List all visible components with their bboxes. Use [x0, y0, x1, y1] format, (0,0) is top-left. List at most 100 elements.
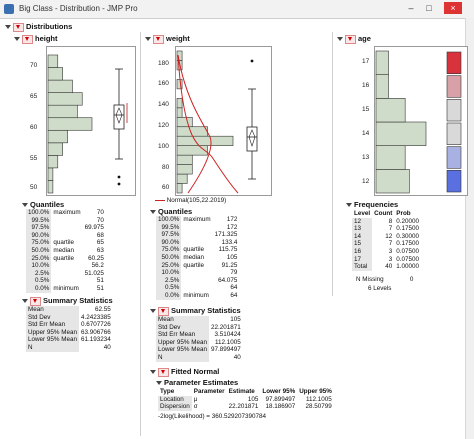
param-header: Parameter	[193, 388, 225, 395]
vertical-scrollbar[interactable]	[465, 18, 474, 439]
weight-summary-header[interactable]: Summary Statistics	[150, 306, 241, 316]
histogram-bar	[176, 164, 193, 175]
close-button[interactable]: ×	[444, 2, 462, 14]
weight-header[interactable]: weight	[145, 34, 190, 44]
red-triangle-menu-icon[interactable]	[158, 306, 169, 316]
histogram-bar	[47, 67, 63, 81]
distributions-header[interactable]: Distributions	[5, 22, 72, 32]
frequencies-title: Frequencies	[354, 200, 399, 209]
table-row: 10.0% 79	[156, 269, 239, 277]
table-row: 50.0% median 105	[156, 253, 239, 262]
red-triangle-menu-icon[interactable]	[345, 34, 356, 44]
table-row: 0.0% minimum 64	[156, 291, 239, 300]
disclosure-icon[interactable]	[22, 203, 28, 208]
age-color-swatch	[446, 146, 462, 169]
summary-stat-value: 61.193234	[81, 336, 111, 344]
histogram-bar	[47, 142, 63, 156]
red-triangle-menu-icon[interactable]	[13, 22, 24, 32]
red-triangle-menu-icon[interactable]	[153, 34, 164, 44]
quantile-percent: 99.5%	[156, 223, 182, 232]
quantile-label	[181, 224, 212, 232]
table-row: Upper 95% Mean 112.1005	[156, 338, 243, 347]
red-triangle-menu-icon[interactable]	[158, 367, 169, 377]
freq-level: 15	[352, 240, 373, 248]
histogram-bar	[47, 129, 68, 144]
summary-stat-value: 3.510424	[214, 331, 241, 339]
param-name: σ	[193, 403, 198, 411]
age-plot[interactable]	[374, 46, 468, 196]
height-tick-65: 65	[30, 93, 38, 100]
histogram-bar	[176, 183, 183, 194]
disclosure-icon[interactable]	[150, 370, 156, 375]
age-header[interactable]: age	[337, 34, 371, 44]
table-row: Std Err Mean 0.6707726	[26, 321, 113, 329]
missing-value: 0	[409, 276, 414, 283]
parameter-estimates-header[interactable]: Parameter Estimates	[156, 378, 238, 387]
quantile-value: 51	[96, 277, 104, 285]
quantile-value: 172	[226, 216, 238, 223]
disclosure-icon[interactable]	[5, 25, 11, 30]
freq-count: 8	[388, 217, 393, 225]
freq-count: 7	[388, 240, 393, 248]
quantile-label	[181, 269, 212, 277]
param-header: Upper 95%	[299, 388, 332, 395]
weight-tick-140: 140	[158, 101, 169, 108]
histogram-bar	[47, 92, 83, 106]
disclosure-icon[interactable]	[156, 381, 162, 386]
histogram-bar	[47, 79, 73, 93]
summary-stat-value: 112.1005	[215, 338, 241, 346]
disclosure-icon[interactable]	[150, 210, 156, 215]
quantile-percent: 99.5%	[26, 216, 52, 225]
disclosure-icon[interactable]	[145, 37, 151, 42]
param-name: μ	[193, 395, 198, 403]
red-triangle-menu-icon[interactable]	[22, 34, 33, 44]
frequencies-header[interactable]: Frequencies	[346, 200, 398, 209]
summary-title: Summary Statistics	[171, 306, 241, 315]
param-lower: 97.899497	[265, 395, 296, 403]
summary-stat-value: 22.201871	[211, 323, 241, 331]
table-row: N 40	[26, 343, 113, 352]
freq-level: 16	[352, 247, 373, 256]
table-row: Mean 105	[156, 316, 243, 324]
quantile-percent: 2.5%	[26, 269, 52, 278]
quantile-percent: 75.0%	[26, 239, 52, 247]
table-row: Std Dev 22.201871	[156, 323, 243, 332]
height-quantiles-table: 100.0% maximum 70 99.5% 70 97.5% 69.975 90.0% 68…	[26, 209, 106, 293]
disclosure-icon[interactable]	[337, 37, 343, 42]
weight-quantiles-header[interactable]: Quantiles	[150, 207, 192, 216]
height-header[interactable]: height	[14, 34, 58, 44]
fitted-normal-header[interactable]: Fitted Normal	[150, 367, 219, 377]
weight-plot[interactable]	[175, 46, 272, 196]
minimize-button[interactable]: –	[408, 3, 414, 13]
summary-stat-label: N	[156, 353, 210, 362]
height-quantiles-header[interactable]: Quantiles	[22, 200, 64, 209]
disclosure-icon[interactable]	[14, 37, 20, 42]
bar-age-13	[375, 145, 406, 170]
quantile-value: 65	[96, 239, 104, 247]
weight-tick-180: 180	[158, 60, 169, 67]
quantile-label	[51, 224, 82, 232]
disclosure-icon[interactable]	[346, 203, 352, 208]
age-color-swatch	[446, 170, 462, 193]
table-row: 90.0% 133.4	[156, 238, 239, 247]
table-row: Level Count Prob	[352, 210, 421, 218]
table-row: Lower 95% Mean 61.193234	[26, 336, 113, 344]
normal-legend-label: Normal(105,22.2019)	[166, 197, 227, 204]
age-color-swatch	[446, 122, 462, 145]
disclosure-icon[interactable]	[150, 309, 156, 314]
quantile-label: maximum	[183, 216, 211, 223]
freq-prob: 0.17500	[396, 240, 420, 248]
red-triangle-menu-icon[interactable]	[30, 296, 41, 306]
disclosure-icon[interactable]	[22, 299, 28, 304]
quantile-percent: 2.5%	[156, 276, 182, 285]
maximize-button[interactable]: □	[426, 3, 432, 13]
table-row: Std Dev 4.2423385	[26, 313, 113, 322]
table-row: 17 3 0.07500	[352, 255, 421, 264]
height-plot[interactable]	[46, 46, 136, 196]
summary-stat-label: Upper 95% Mean	[26, 328, 80, 337]
summary-stat-value: 40	[103, 343, 111, 351]
histogram-bar	[176, 116, 193, 128]
height-summary-header[interactable]: Summary Statistics	[22, 296, 113, 306]
quantile-label: quartile	[183, 261, 205, 269]
bar-age-15	[375, 98, 406, 123]
